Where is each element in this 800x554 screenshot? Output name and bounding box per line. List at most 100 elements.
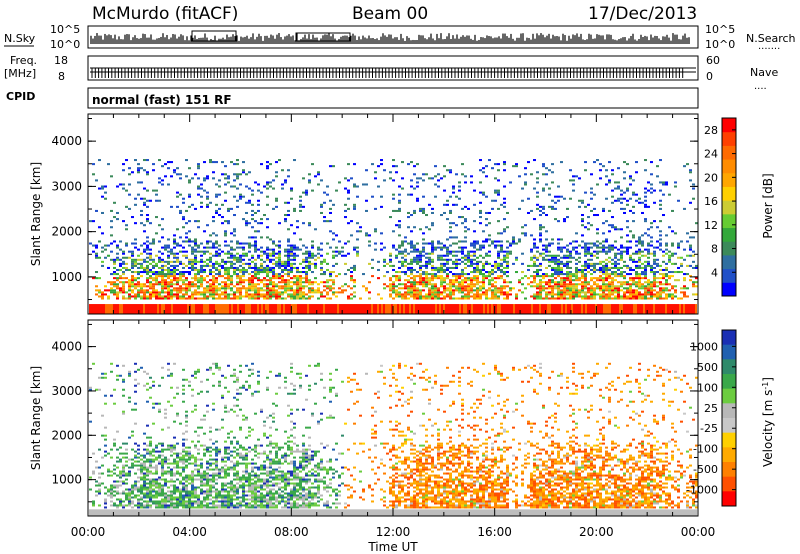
power-cell <box>173 238 176 241</box>
power-cell <box>437 242 440 245</box>
power-cell <box>305 271 308 274</box>
power-cell <box>149 242 152 245</box>
power-cell <box>470 287 473 290</box>
power-cell <box>497 295 500 298</box>
power-cell <box>143 250 146 253</box>
power-cell <box>590 277 593 280</box>
power-cell <box>158 159 161 162</box>
power-cell <box>671 297 674 300</box>
power-cell <box>416 197 419 200</box>
power-ground-cell <box>629 304 631 314</box>
power-cell <box>419 273 422 276</box>
power-cell <box>413 275 416 278</box>
power-cell <box>344 209 347 212</box>
power-cell <box>425 283 428 286</box>
power-ground-cell <box>361 304 363 314</box>
power-cell <box>581 218 584 221</box>
power-cell <box>98 277 101 280</box>
power-cell <box>659 295 662 298</box>
power-ground-cell <box>307 304 309 314</box>
power-cell <box>533 218 536 221</box>
power-cell <box>389 293 392 296</box>
power-cell <box>473 295 476 298</box>
power-cell <box>608 181 611 184</box>
velocity-ground-cell <box>337 509 339 516</box>
power-cell <box>653 262 656 265</box>
power-cell <box>275 273 278 276</box>
power-cell <box>407 226 410 229</box>
power-cell <box>548 193 551 196</box>
power-cell <box>623 287 626 290</box>
power-cell <box>512 262 515 265</box>
power-cell <box>290 293 293 296</box>
power-ground-cell <box>317 304 319 314</box>
power-cell <box>608 275 611 278</box>
power-cell <box>221 203 224 206</box>
power-cell <box>581 264 584 267</box>
power-ground-cell <box>551 304 553 314</box>
power-cell <box>233 285 236 288</box>
power-cell <box>656 175 659 178</box>
power-cell <box>170 250 173 253</box>
power-cell <box>443 297 446 300</box>
power-cell <box>251 193 254 196</box>
power-cell <box>410 230 413 233</box>
power-cell <box>158 271 161 274</box>
power-cell <box>575 240 578 243</box>
power-cell <box>416 291 419 294</box>
power-cell <box>173 273 176 276</box>
velocity-ground-cell <box>241 509 243 516</box>
power-cell <box>206 262 209 265</box>
power-cell <box>185 279 188 282</box>
power-cell <box>218 193 221 196</box>
power-cell <box>482 264 485 267</box>
power-ground-cell <box>221 304 223 314</box>
power-cell <box>113 216 116 219</box>
power-cell <box>137 262 140 265</box>
power-cell <box>578 268 581 272</box>
power-cell <box>581 214 584 217</box>
power-cell <box>530 275 533 278</box>
power-cell <box>167 277 170 280</box>
power-cell <box>617 181 620 184</box>
power-cell <box>629 297 632 300</box>
power-cell <box>599 163 602 166</box>
power-cell <box>455 173 458 176</box>
power-cell <box>239 287 242 290</box>
power-cell <box>344 254 347 257</box>
power-cell <box>197 244 200 247</box>
velocity-ground-cell <box>129 509 131 516</box>
power-ground-cell <box>347 304 349 314</box>
power-cell <box>302 222 305 225</box>
velocity-ground-cell <box>349 509 351 516</box>
power-cell <box>620 236 623 239</box>
velocity-ground-cell <box>459 509 461 516</box>
power-cell <box>665 252 668 255</box>
power-cell <box>671 275 674 278</box>
power-cell <box>605 252 608 255</box>
power-cell <box>314 228 317 231</box>
power-cell <box>623 264 626 267</box>
power-cell <box>308 287 311 290</box>
power-cell <box>638 256 641 259</box>
power-cell <box>116 279 119 282</box>
power-cell <box>539 240 542 243</box>
power-cell <box>602 260 605 263</box>
power-ground-cell <box>367 304 369 314</box>
power-cell <box>431 246 434 249</box>
power-cell <box>485 293 488 296</box>
power-cell <box>443 279 446 282</box>
power-cell <box>182 250 185 253</box>
power-cell <box>134 297 137 300</box>
power-cell <box>464 266 467 269</box>
power-cell <box>629 279 632 282</box>
power-cell <box>563 218 566 221</box>
power-cell <box>536 264 539 267</box>
power-ground-cell <box>207 304 209 314</box>
velocity-ground-cell <box>191 509 193 516</box>
power-cell <box>251 266 254 269</box>
power-cell <box>206 297 209 300</box>
power-cell <box>350 277 353 280</box>
power-cell <box>503 258 506 261</box>
power-cell <box>464 226 467 229</box>
